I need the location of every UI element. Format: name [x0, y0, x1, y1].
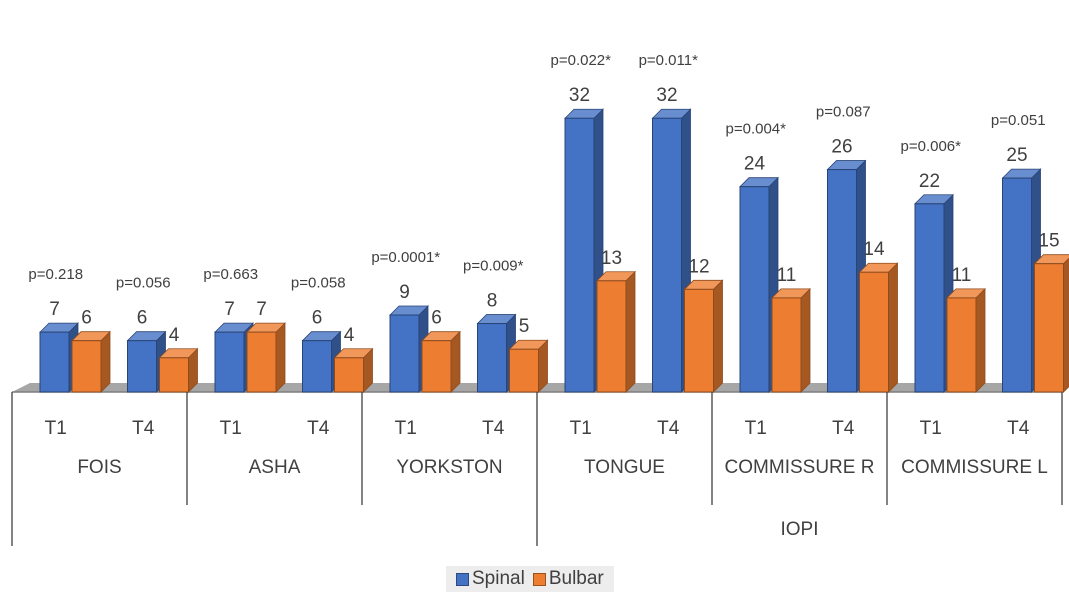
p-value-label-3: p=0.058	[291, 275, 346, 292]
bar-bulbar-11-side	[1063, 257, 1069, 393]
data-label-bulbar-8: 11	[777, 265, 797, 286]
x-tick-label-2: T1	[220, 418, 242, 439]
group-label-1: ASHA	[249, 457, 301, 478]
p-value-label-4: p=0.0001*	[371, 249, 440, 266]
data-label-bulbar-7: 12	[688, 256, 709, 277]
p-value-label-8: p=0.004*	[726, 121, 787, 138]
p-value-label-0: p=0.218	[28, 266, 83, 283]
bar-bulbar-6	[596, 280, 627, 393]
bar-spinal-8	[739, 186, 770, 393]
x-tick-label-0: T1	[45, 418, 67, 439]
data-label-bulbar-0: 6	[81, 308, 92, 329]
data-label-spinal-11: 25	[1006, 145, 1027, 166]
bar-bulbar-0	[71, 340, 102, 393]
bar-bulbar-5	[509, 348, 539, 393]
bar-bulbar-2-side	[275, 322, 286, 393]
bar-bulbar-0-side	[100, 330, 111, 393]
x-tick-label-8: T1	[745, 418, 767, 439]
bar-bulbar-6-side	[625, 270, 636, 393]
data-label-bulbar-3: 4	[344, 325, 355, 346]
bar-spinal-6	[564, 117, 595, 393]
x-tick-label-10: T1	[920, 418, 942, 439]
p-value-label-9: p=0.087	[816, 104, 871, 121]
bar-bulbar-10	[946, 297, 977, 393]
p-value-label-7: p=0.011*	[639, 52, 699, 69]
data-label-spinal-10: 22	[919, 171, 940, 192]
data-label-bulbar-2: 7	[256, 299, 267, 320]
data-label-bulbar-9: 14	[863, 239, 885, 260]
data-label-spinal-9: 26	[831, 137, 852, 158]
x-tick-label-5: T4	[482, 418, 505, 439]
bar-bulbar-8	[771, 297, 802, 393]
bar-spinal-3	[302, 340, 332, 393]
data-label-spinal-6: 32	[569, 85, 590, 106]
bar-spinal-2	[214, 331, 245, 393]
bar-bulbar-2	[246, 331, 277, 393]
legend-swatch-spinal	[456, 572, 469, 586]
bar-bulbar-10-side	[975, 287, 986, 393]
data-label-bulbar-5: 5	[519, 316, 530, 337]
legend: Spinal Bulbar	[446, 566, 614, 592]
p-value-label-6: p=0.022*	[551, 52, 612, 69]
x-tick-label-11: T4	[1007, 418, 1030, 439]
group-label-3: TONGUE	[584, 457, 665, 478]
p-value-label-10: p=0.006*	[901, 138, 962, 155]
group-label-0: FOIS	[77, 457, 121, 478]
legend-swatch-bulbar	[532, 572, 546, 586]
x-tick-label-4: T1	[395, 418, 417, 439]
bar-bulbar-4-side	[450, 330, 461, 393]
p-value-label-2: p=0.663	[203, 266, 258, 283]
x-tick-label-6: T1	[570, 418, 592, 439]
p-value-label-1: p=0.056	[116, 275, 171, 292]
bar-spinal-4	[389, 314, 420, 393]
p-value-label-5: p=0.009*	[463, 258, 524, 275]
bar-spinal-11	[1002, 177, 1032, 393]
data-label-spinal-0: 7	[49, 299, 60, 320]
x-tick-label-1: T4	[132, 418, 155, 439]
group-label-4: COMMISSURE R	[725, 457, 875, 478]
bar-bulbar-9	[859, 271, 889, 393]
data-label-spinal-2: 7	[224, 299, 235, 320]
legend-item-spinal: Spinal	[456, 568, 525, 590]
p-value-label-11: p=0.051	[991, 112, 1046, 129]
bar-spinal-9	[827, 169, 857, 393]
data-label-spinal-8: 24	[744, 154, 766, 175]
bar-bulbar-1	[159, 357, 189, 393]
legend-item-bulbar: Bulbar	[532, 568, 604, 590]
bar-spinal-10	[914, 203, 945, 393]
group-label-5: COMMISSURE L	[901, 457, 1048, 478]
bar-bulbar-3	[334, 357, 364, 393]
data-label-spinal-3: 6	[312, 308, 323, 329]
data-label-bulbar-4: 6	[431, 308, 442, 329]
bar-spinal-1	[127, 340, 157, 393]
bar-bulbar-7-side	[713, 279, 723, 393]
bar-spinal-5	[477, 323, 507, 393]
bar-bulbar-7	[684, 288, 714, 393]
data-label-spinal-1: 6	[137, 308, 148, 329]
group-label-2: YORKSTON	[396, 457, 502, 478]
data-label-spinal-4: 9	[399, 282, 410, 303]
x-tick-label-9: T4	[832, 418, 855, 439]
bar-bulbar-9-side	[888, 262, 898, 393]
x-tick-label-3: T4	[307, 418, 330, 439]
bar-bulbar-4	[421, 340, 452, 393]
data-label-bulbar-11: 15	[1038, 231, 1059, 252]
bar-bulbar-8-side	[800, 287, 811, 393]
legend-label-spinal: Spinal	[472, 568, 525, 589]
supergroup-label-0: IOPI	[780, 519, 818, 540]
bar-spinal-7	[652, 117, 682, 393]
legend-label-bulbar: Bulbar	[548, 568, 604, 589]
bar-spinal-0	[39, 331, 70, 393]
data-label-bulbar-10: 11	[952, 265, 972, 286]
data-label-bulbar-1: 4	[169, 325, 180, 346]
data-label-spinal-5: 8	[487, 291, 498, 312]
bar-bulbar-11	[1034, 263, 1064, 393]
x-tick-label-7: T4	[657, 418, 680, 439]
data-label-bulbar-6: 13	[601, 248, 622, 269]
data-label-spinal-7: 32	[656, 85, 677, 106]
